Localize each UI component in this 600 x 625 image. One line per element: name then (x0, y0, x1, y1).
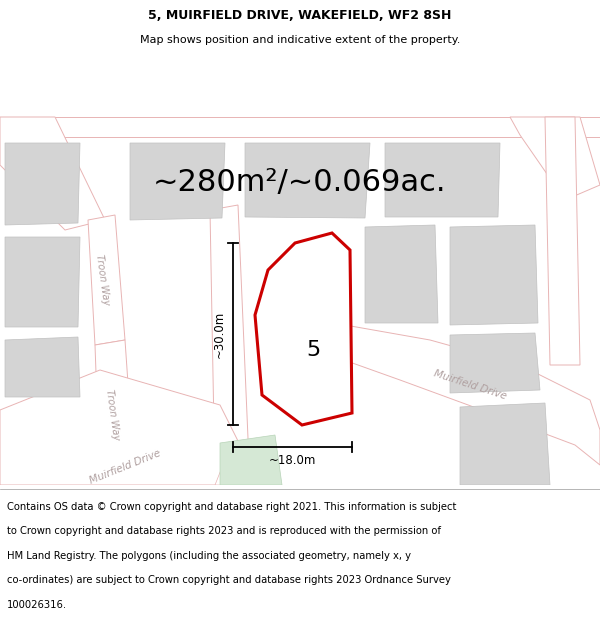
Polygon shape (460, 403, 550, 485)
Polygon shape (245, 143, 370, 218)
Polygon shape (5, 337, 80, 397)
Polygon shape (210, 205, 250, 485)
Polygon shape (130, 143, 225, 220)
Text: Contains OS data © Crown copyright and database right 2021. This information is : Contains OS data © Crown copyright and d… (7, 502, 457, 512)
Text: Muirfield Drive: Muirfield Drive (433, 369, 508, 401)
Text: Troon Way: Troon Way (94, 254, 112, 306)
Polygon shape (5, 237, 80, 327)
Polygon shape (385, 143, 500, 217)
Text: Muirfield Drive: Muirfield Drive (88, 448, 162, 486)
Polygon shape (450, 333, 540, 393)
Polygon shape (0, 117, 600, 137)
Text: HM Land Registry. The polygons (including the associated geometry, namely x, y: HM Land Registry. The polygons (includin… (7, 551, 411, 561)
Text: co-ordinates) are subject to Crown copyright and database rights 2023 Ordnance S: co-ordinates) are subject to Crown copyr… (7, 575, 451, 585)
Text: ~280m²/~0.069ac.: ~280m²/~0.069ac. (153, 169, 447, 198)
Text: 100026316.: 100026316. (7, 600, 67, 610)
Polygon shape (88, 215, 125, 345)
Text: to Crown copyright and database rights 2023 and is reproduced with the permissio: to Crown copyright and database rights 2… (7, 526, 441, 536)
Polygon shape (0, 370, 260, 485)
Polygon shape (510, 117, 600, 200)
Polygon shape (545, 117, 580, 365)
Polygon shape (220, 435, 282, 485)
Polygon shape (255, 233, 352, 425)
Text: 5, MUIRFIELD DRIVE, WAKEFIELD, WF2 8SH: 5, MUIRFIELD DRIVE, WAKEFIELD, WF2 8SH (148, 9, 452, 22)
Text: Map shows position and indicative extent of the property.: Map shows position and indicative extent… (140, 34, 460, 44)
Polygon shape (215, 447, 265, 485)
Polygon shape (5, 143, 80, 225)
Polygon shape (0, 117, 105, 230)
Text: ~18.0m: ~18.0m (269, 454, 316, 466)
Polygon shape (365, 225, 438, 323)
Text: 5: 5 (306, 340, 320, 360)
Text: Troon Way: Troon Way (104, 389, 122, 441)
Polygon shape (330, 325, 600, 465)
Text: ~30.0m: ~30.0m (212, 311, 226, 358)
Polygon shape (450, 225, 538, 325)
Polygon shape (95, 340, 135, 485)
